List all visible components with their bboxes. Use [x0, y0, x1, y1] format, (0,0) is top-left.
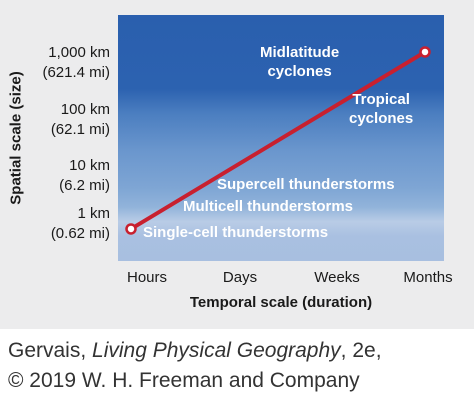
credit-copyright: © 2019 W. H. Freeman and Company	[8, 369, 360, 392]
label-multicell-line-1: Multicell thunderstorms	[183, 198, 354, 215]
y-tick-10km-secondary: (6.2 mi)	[59, 177, 110, 194]
label-supercell-line-1: Supercell thunderstorms	[217, 176, 395, 193]
label-tropical-cyclones: Tropical cyclones	[349, 90, 413, 128]
label-supercell-thunderstorms: Supercell thunderstorms	[217, 175, 395, 194]
label-single-cell-thunderstorms: Single-cell thunderstorms	[143, 223, 328, 242]
x-tick-hours: Hours	[126, 269, 168, 286]
scale-trend-line	[129, 49, 427, 231]
y-tick-1000km: 1,000 km (621.4 mi)	[42, 43, 110, 83]
plot-svg	[125, 46, 431, 235]
x-axis-label: Temporal scale (duration)	[189, 294, 373, 311]
y-tick-10km-primary: 10 km	[69, 157, 110, 174]
y-axis-label: Spatial scale (size)	[7, 71, 25, 205]
y-tick-100km-primary: 100 km	[60, 101, 110, 118]
credit-book-title: Living Physical Geography	[92, 339, 341, 362]
y-tick-100km: 100 km (62.1 mi)	[51, 100, 110, 140]
figure-credit: Gervais, Living Physical Geography, 2e, …	[8, 336, 382, 396]
credit-line-1: Gervais, Living Physical Geography, 2e,	[8, 336, 382, 366]
y-tick-10km: 10 km (6.2 mi)	[59, 156, 110, 196]
y-tick-100km-secondary: (62.1 mi)	[50, 121, 110, 138]
y-tick-1km-primary: 1 km	[77, 205, 110, 222]
label-tropical-line-2: cyclones	[349, 110, 414, 127]
label-tropical-line-1: Tropical	[352, 91, 410, 108]
label-multicell-thunderstorms: Multicell thunderstorms	[183, 197, 353, 216]
y-tick-1000km-secondary: (621.4 mi)	[42, 64, 110, 81]
y-tick-1km-secondary: (0.62 mi)	[50, 225, 110, 242]
credit-edition: , 2e,	[340, 339, 382, 362]
end-point-marker	[419, 46, 431, 58]
x-tick-days: Days	[222, 269, 258, 286]
start-point-marker	[125, 223, 137, 235]
x-tick-weeks: Weeks	[314, 269, 360, 286]
y-tick-1km: 1 km (0.62 mi)	[51, 204, 110, 244]
credit-author: Gervais,	[8, 339, 87, 362]
y-tick-1000km-primary: 1,000 km	[48, 44, 110, 61]
label-midlatitude-line-2: cyclones	[267, 63, 332, 80]
x-tick-months: Months	[403, 269, 453, 286]
label-midlatitude-cyclones: Midlatitude cyclones	[260, 43, 339, 81]
label-midlatitude-line-1: Midlatitude	[260, 44, 340, 61]
label-single-cell-line-1: Single-cell thunderstorms	[143, 224, 329, 241]
plot-area	[118, 15, 444, 261]
